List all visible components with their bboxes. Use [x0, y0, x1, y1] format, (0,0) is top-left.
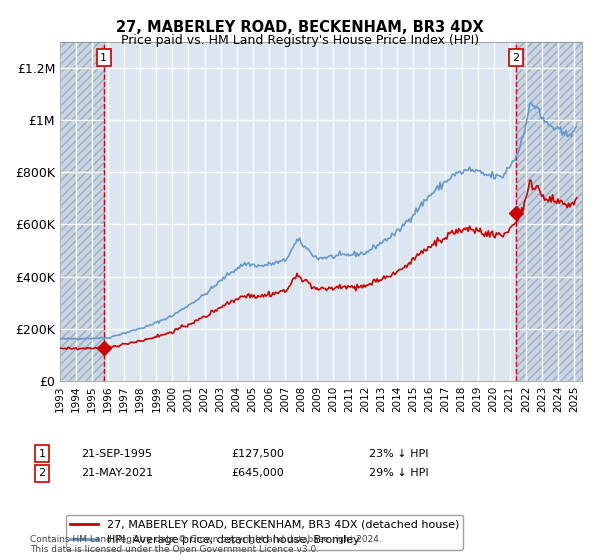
Text: 1: 1	[38, 449, 46, 459]
Bar	[60, 42, 104, 381]
Legend: 27, MABERLEY ROAD, BECKENHAM, BR3 4DX (detached house), HPI: Average price, deta: 27, MABERLEY ROAD, BECKENHAM, BR3 4DX (d…	[65, 515, 463, 549]
Text: 23% ↓ HPI: 23% ↓ HPI	[369, 449, 428, 459]
Text: 29% ↓ HPI: 29% ↓ HPI	[369, 468, 428, 478]
Text: Price paid vs. HM Land Registry's House Price Index (HPI): Price paid vs. HM Land Registry's House …	[121, 34, 479, 46]
Text: 2: 2	[512, 53, 520, 63]
Text: 27, MABERLEY ROAD, BECKENHAM, BR3 4DX: 27, MABERLEY ROAD, BECKENHAM, BR3 4DX	[116, 20, 484, 35]
Text: 21-MAY-2021: 21-MAY-2021	[81, 468, 153, 478]
Text: 21-SEP-1995: 21-SEP-1995	[81, 449, 152, 459]
Text: 1: 1	[100, 53, 107, 63]
Text: 2: 2	[38, 468, 46, 478]
Text: £645,000: £645,000	[231, 468, 284, 478]
Text: Contains HM Land Registry data © Crown copyright and database right 2024.
This d: Contains HM Land Registry data © Crown c…	[30, 535, 382, 554]
Text: £127,500: £127,500	[231, 449, 284, 459]
Bar	[516, 42, 582, 381]
